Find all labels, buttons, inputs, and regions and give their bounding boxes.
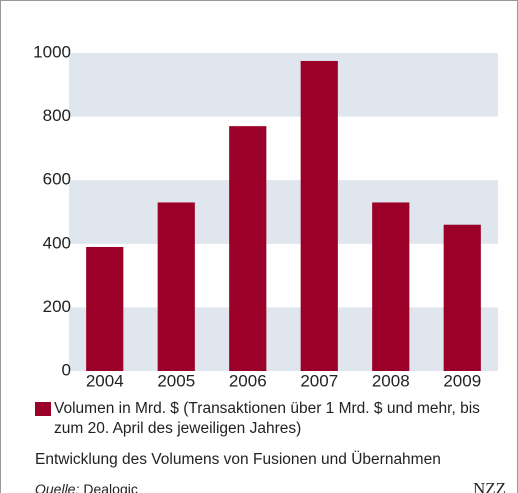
- plot: 0 200 400 600 800 1000 2004 2005 2006 2007 2008 200…: [33, 42, 498, 390]
- bar: [443, 224, 481, 371]
- x-tick-label: 2006: [229, 371, 267, 390]
- source-label: Quelle:: [35, 481, 80, 493]
- bar: [372, 202, 410, 371]
- source: Quelle: Dealogic: [35, 481, 138, 493]
- y-tick-label: 200: [43, 297, 71, 316]
- bar: [229, 126, 267, 371]
- y-tick-label: 0: [62, 360, 71, 379]
- legend: Volumen in Mrd. $ (Transaktionen über 1 …: [35, 399, 505, 439]
- grid-band: [69, 53, 498, 117]
- x-tick-label: 2008: [372, 371, 410, 390]
- legend-swatch: [35, 402, 51, 416]
- x-tick-label: 2005: [157, 371, 195, 390]
- y-tick-label: 1000: [33, 42, 71, 61]
- caption: Entwicklung des Volumens von Fusionen un…: [35, 451, 441, 468]
- y-tick-label: 600: [43, 170, 71, 189]
- x-tick-label: 2004: [86, 371, 124, 390]
- bar: [300, 60, 338, 371]
- grid-band: [69, 307, 498, 371]
- y-tick-label: 400: [43, 233, 71, 252]
- x-tick-label: 2007: [300, 371, 338, 390]
- y-tick-label: 800: [43, 106, 71, 125]
- legend-label: Volumen in Mrd. $ (Transaktionen über 1 …: [54, 400, 480, 437]
- source-text: Dealogic: [83, 481, 138, 493]
- bar: [157, 202, 195, 371]
- bar: [86, 246, 124, 371]
- logo: NZZ: [473, 479, 507, 493]
- grid-band: [69, 180, 498, 244]
- x-tick-label: 2009: [443, 371, 481, 390]
